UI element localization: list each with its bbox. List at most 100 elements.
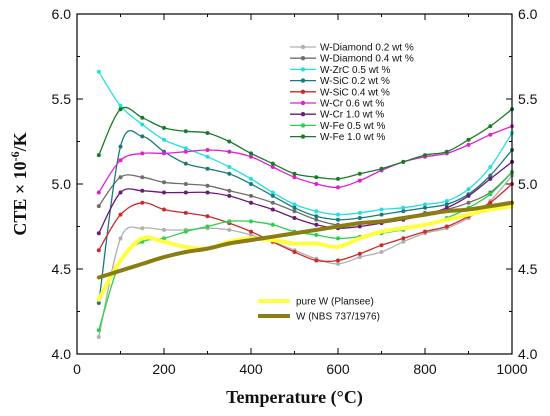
legend-entry: W-SiC 0.2 wt % <box>290 76 390 87</box>
series-line <box>98 71 513 216</box>
series-7 <box>96 170 514 333</box>
legend-main: W-Diamond 0.2 wt %W-Diamond 0.4 wt %W-Zr… <box>290 43 414 143</box>
data-point <box>183 161 188 166</box>
series-6 <box>96 159 514 236</box>
series-line <box>96 204 514 302</box>
data-point <box>401 236 406 241</box>
legend-label: W-ZrC 0.5 wt % <box>320 65 390 76</box>
data-point <box>118 158 123 163</box>
data-point <box>357 171 362 176</box>
data-point <box>205 166 210 171</box>
data-point <box>357 178 362 183</box>
legend-swatch-marker <box>300 67 306 72</box>
data-point <box>140 200 145 205</box>
data-point <box>336 261 340 266</box>
data-point <box>249 154 253 159</box>
data-point <box>336 212 340 217</box>
data-point <box>96 301 101 305</box>
legend-entry: W-SiC 0.4 wt % <box>290 87 390 98</box>
series-line <box>98 130 513 304</box>
data-point <box>444 202 449 207</box>
legend-swatch-marker <box>300 112 306 117</box>
data-point <box>205 154 210 159</box>
data-point <box>183 210 188 215</box>
data-point <box>423 153 427 158</box>
data-point <box>423 205 427 210</box>
data-point <box>183 182 188 186</box>
data-point <box>227 171 232 176</box>
data-point <box>401 205 406 210</box>
data-point <box>118 236 123 241</box>
legend-swatch-marker <box>300 123 306 128</box>
data-point <box>357 255 362 260</box>
legend-swatch-marker <box>300 78 306 83</box>
data-point <box>140 134 145 139</box>
data-point <box>292 209 297 214</box>
legend-label: pure W (Plansee) <box>296 297 374 308</box>
data-point <box>336 236 340 241</box>
data-point <box>379 212 384 217</box>
legend-bottom: pure W (Plansee) W (NBS 737/1976) <box>258 297 380 323</box>
data-point <box>205 190 210 195</box>
data-point <box>249 229 253 234</box>
legend-label: W-Diamond 0.4 wt % <box>320 54 414 65</box>
data-point <box>227 139 232 144</box>
data-point <box>227 165 232 169</box>
legend-swatch-marker <box>300 56 306 61</box>
data-point <box>488 124 493 129</box>
data-point <box>270 161 275 166</box>
data-point <box>96 231 101 236</box>
data-point <box>183 146 188 151</box>
legend-entry: W-Fe 1.0 wt % <box>290 132 385 143</box>
data-point <box>336 176 340 181</box>
data-point <box>488 173 493 178</box>
x-tick-label: 1000 <box>496 361 527 377</box>
data-point <box>314 222 319 227</box>
data-point <box>140 188 145 193</box>
data-point <box>466 142 471 147</box>
y-tick-label-right: 5.5 <box>518 91 538 107</box>
data-point <box>140 122 145 127</box>
data-point <box>270 165 275 169</box>
data-point <box>401 159 406 164</box>
y-tick-label-right: 4.0 <box>518 346 538 362</box>
data-point <box>488 176 493 181</box>
data-point <box>140 151 145 156</box>
x-tick-label: 800 <box>413 361 437 377</box>
data-point <box>401 239 406 244</box>
data-point <box>249 219 253 224</box>
data-point <box>488 132 493 137</box>
data-point <box>227 188 232 193</box>
data-point <box>488 165 493 169</box>
data-point <box>183 229 188 234</box>
data-point <box>205 148 210 152</box>
data-point <box>162 125 166 130</box>
data-point <box>379 207 384 212</box>
data-point <box>270 207 275 212</box>
x-tick-label: 200 <box>152 361 176 377</box>
series-layer <box>96 69 514 339</box>
data-point <box>249 182 253 186</box>
y-tick-label-right: 4.5 <box>518 261 538 277</box>
data-point <box>423 229 427 234</box>
data-point <box>118 190 123 195</box>
legend-label: W-Cr 0.6 wt % <box>320 99 384 110</box>
data-point <box>357 210 362 215</box>
data-point <box>205 214 210 219</box>
y-axis-title-exponent: -6 <box>8 151 22 161</box>
data-point <box>292 216 297 220</box>
data-point <box>444 149 449 154</box>
data-point <box>249 193 253 198</box>
data-point <box>96 248 101 253</box>
data-point <box>466 187 471 192</box>
legend-entry: W-Diamond 0.2 wt % <box>290 43 414 54</box>
data-point <box>336 258 340 263</box>
y-tick-label-left: 6.0 <box>52 6 72 22</box>
data-point <box>488 192 493 197</box>
data-point <box>466 137 471 142</box>
data-point <box>162 190 166 195</box>
legend-label: W-Diamond 0.2 wt % <box>320 43 414 54</box>
legend-label: W-Fe 0.5 wt % <box>320 121 385 132</box>
data-point <box>227 219 232 224</box>
data-point <box>292 250 297 254</box>
